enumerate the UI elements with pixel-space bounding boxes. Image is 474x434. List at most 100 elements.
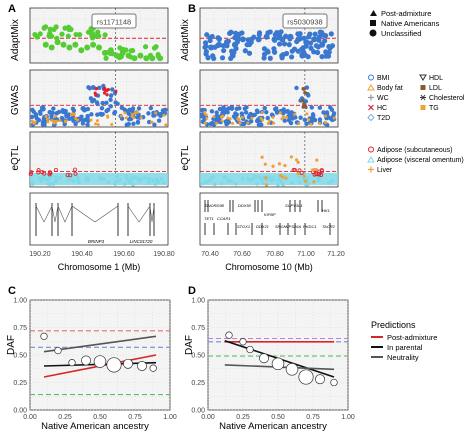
adaptmix-point <box>279 53 285 59</box>
legend-eqtl-2: Liver <box>377 167 393 174</box>
gwas-point <box>304 121 309 126</box>
eqtl-point <box>212 182 217 187</box>
chrom1-tick-1: 190.40 <box>71 251 93 258</box>
gwas-point-bodyfat <box>124 116 128 120</box>
gwas-point <box>294 85 299 91</box>
legend-post-admixture: Post-admixture <box>381 9 431 18</box>
adaptmix-point <box>329 43 336 49</box>
track-eqtl-b <box>199 131 339 188</box>
adaptmix-point <box>306 34 312 40</box>
data-point <box>285 363 299 376</box>
adaptmix-point <box>289 54 295 60</box>
adaptmix-point <box>294 38 300 45</box>
gwas-point <box>163 107 168 113</box>
eqtl-point <box>210 175 214 180</box>
gwas-point <box>108 104 114 109</box>
legend-gwas-hc: HC <box>377 105 387 112</box>
xlabel-chrom1: Chromosome 1 (Mb) <box>58 262 141 272</box>
y-tick-label: 0.00 <box>191 408 205 415</box>
adaptmix-point <box>272 37 278 43</box>
x-tick-label: 1.00 <box>163 414 177 421</box>
gwas-point-bodyfat <box>220 119 224 123</box>
adaptmix-point <box>289 48 295 54</box>
gwas-point <box>38 111 43 116</box>
chart-d: 0.00 0.25 0.50 0.75 1.00 0.00 0.25 0.50 0.75 1.00 <box>191 298 355 422</box>
eqtl-point-liver <box>281 175 285 179</box>
gwas-point-bodyfat <box>154 111 158 115</box>
gwas-point <box>293 115 298 120</box>
adaptmix-point <box>261 46 268 52</box>
adaptmix-point <box>244 42 250 48</box>
eqtl-point <box>250 177 254 181</box>
gwas-point <box>214 110 219 115</box>
ylabel-adaptmix-b: AdaptMix <box>180 19 191 61</box>
eqtl-point <box>317 178 321 182</box>
gene-label-a-0: BRINP3 <box>88 239 105 244</box>
adaptmix-point <box>271 46 277 52</box>
eqtl-point <box>75 175 80 180</box>
adaptmix-point <box>267 29 273 35</box>
adaptmix-point <box>297 31 303 37</box>
data-point <box>246 345 254 354</box>
adaptmix-point <box>232 42 239 48</box>
legend-gwas: BMI HDL Body fat LDL WC Cholesterol HC TG T2D <box>367 74 465 122</box>
gwas-point-bodyfat <box>164 123 168 127</box>
adaptmix-point <box>155 51 161 58</box>
adaptmix-point <box>127 54 134 60</box>
adaptmix-point <box>95 29 101 35</box>
gwas-point <box>156 118 162 123</box>
gwas-point-hc <box>93 91 97 95</box>
triangle-icon <box>370 10 377 16</box>
eqtl-point <box>39 179 43 184</box>
gwas-point <box>229 106 235 111</box>
xlabel-ancestry-c: Native American ancestry <box>41 421 149 432</box>
eqtl-point <box>30 181 35 185</box>
gwas-point-bodyfat <box>136 110 140 114</box>
adaptmix-point <box>328 31 334 37</box>
gwas-point-bodyfat <box>162 113 166 117</box>
gwas-point-bodyfat <box>293 112 297 116</box>
chrom10-tick-0: 70.40 <box>201 251 219 258</box>
adaptmix-point <box>34 34 40 40</box>
adaptmix-point <box>283 33 289 39</box>
adaptmix-point <box>251 34 257 40</box>
legend-prediction-0: Post-admixture <box>387 333 437 342</box>
eqtl-point <box>326 181 331 185</box>
gwas-point-hc <box>106 87 110 92</box>
gwas-point-bodyfat <box>205 116 209 120</box>
legend-symbol-body-fat-icon <box>367 84 375 91</box>
eqtl-point-subcutaneous <box>40 170 45 175</box>
legend-symbol-wc-icon <box>368 94 374 101</box>
gwas-point-bodyfat <box>130 114 134 118</box>
adaptmix-point <box>239 36 246 43</box>
gene-label-b-7: STOX1 <box>237 224 250 229</box>
eqtl-point <box>306 176 310 180</box>
adaptmix-point <box>224 43 230 49</box>
gwas-point-bodyfat <box>139 116 143 120</box>
adaptmix-point <box>143 55 150 62</box>
eqtl-point <box>116 179 120 184</box>
eqtl-point-liver <box>271 164 275 168</box>
data-point <box>68 359 76 367</box>
gwas-point <box>259 122 264 127</box>
gwas-point <box>49 110 54 116</box>
eqtl-point <box>46 182 51 186</box>
gwas-point <box>136 106 142 111</box>
square-icon <box>370 20 376 26</box>
gwas-point <box>252 112 257 118</box>
gwas-point <box>304 85 310 90</box>
adaptmix-point <box>228 55 234 61</box>
legend-eqtl-symbol-0-icon <box>368 146 374 153</box>
x-axis-chrom10: 70.40 70.60 70.80 71.00 71.20 <box>201 251 345 258</box>
gwas-point <box>64 111 69 117</box>
gwas-point <box>41 105 46 110</box>
gwas-point-bodyfat <box>110 122 114 126</box>
snp-label-a: rs1171148 <box>97 18 131 27</box>
adaptmix-point <box>51 26 57 33</box>
adaptmix-point <box>315 35 322 42</box>
eqtl-point <box>132 176 137 180</box>
y-tick-label: 1.00 <box>191 298 205 305</box>
eqtl-point <box>200 181 205 186</box>
gwas-point <box>208 121 214 127</box>
x-tick-label: 0.50 <box>271 414 285 421</box>
